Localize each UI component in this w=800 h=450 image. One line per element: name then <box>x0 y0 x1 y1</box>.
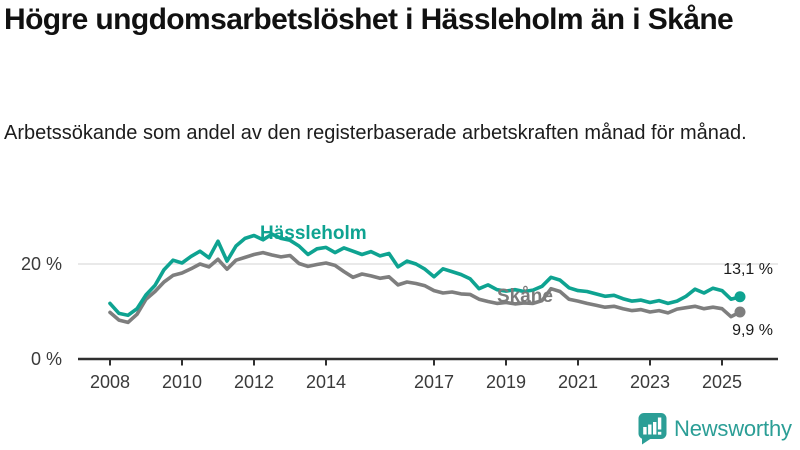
line-chart: 0 % 20 % 2008 2010 2012 2014 2017 2019 2021 2023 2… <box>21 232 778 392</box>
end-value-label-hassleholm: 13,1 % <box>723 261 773 278</box>
y-axis-label: 20 % <box>21 254 62 274</box>
x-axis-tick-label: 2012 <box>234 372 274 392</box>
brand-name: Newsworthy <box>674 416 792 441</box>
series-line-hässleholm <box>108 232 742 318</box>
x-axis-tick-label: 2010 <box>162 372 202 392</box>
series-label-skane: Skåne <box>497 286 553 307</box>
series-end-dot-hässleholm <box>734 291 746 303</box>
newsworthy-logo[interactable]: Newsworthy <box>638 412 792 446</box>
x-axis-tick-label: 2014 <box>306 372 346 392</box>
x-axis-tick-label: 2025 <box>702 372 742 392</box>
chart-area: 0 % 20 % 2008 2010 2012 2014 2017 2019 2021 2023 2… <box>0 222 800 414</box>
x-axis-tick-label: 2017 <box>414 372 454 392</box>
y-axis-label: 0 % <box>31 349 62 369</box>
x-axis-tick-label: 2008 <box>90 372 130 392</box>
chart-subtitle: Arbetssökande som andel av den registerb… <box>4 122 747 144</box>
series-label-hassleholm: Hässleholm <box>260 223 367 244</box>
x-axis-tick-label: 2019 <box>486 372 526 392</box>
newsworthy-bars-icon <box>638 413 667 445</box>
series-line-skåne <box>108 250 742 325</box>
end-value-label-skane: 9,9 % <box>732 322 773 339</box>
page-title: Högre ungdomsarbetslöshet i Hässleholm ä… <box>4 3 734 36</box>
x-axis-tick-label: 2023 <box>630 372 670 392</box>
x-axis-tick-label: 2021 <box>558 372 598 392</box>
series-end-dot-skåne <box>734 306 746 318</box>
